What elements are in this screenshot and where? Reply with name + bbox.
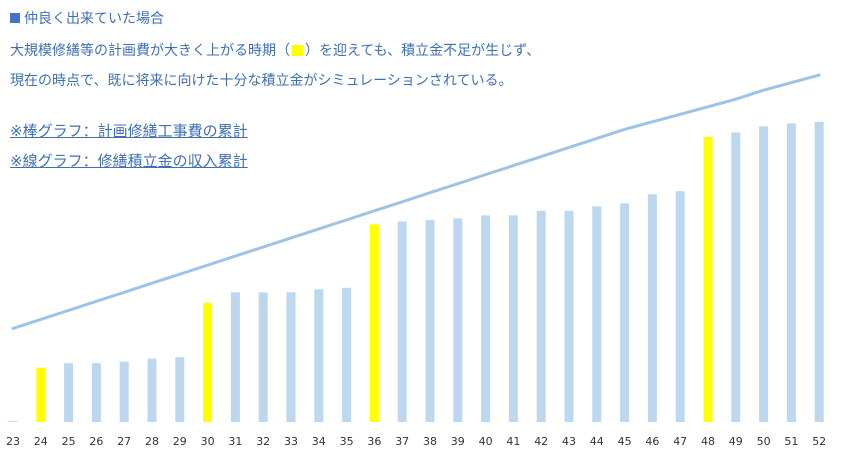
bar-23 xyxy=(8,421,18,422)
note-line-graph: ※線グラフ：修繕積立金の収入累計 xyxy=(10,152,248,170)
bar-40 xyxy=(481,215,491,422)
bar-48 xyxy=(703,136,713,423)
bar-series xyxy=(8,121,824,423)
x-tick-label: 35 xyxy=(340,435,354,448)
x-tick-label: 24 xyxy=(34,435,48,448)
x-tick-label: 37 xyxy=(395,435,409,448)
x-tick-label: 41 xyxy=(506,435,520,448)
x-tick-label: 47 xyxy=(673,435,687,448)
x-tick-label: 49 xyxy=(729,435,743,448)
bar-26 xyxy=(91,363,101,422)
x-tick-label: 33 xyxy=(284,435,298,448)
income-line xyxy=(11,73,821,330)
bar-43 xyxy=(564,210,574,422)
x-tick-label: 26 xyxy=(89,435,103,448)
bar-36 xyxy=(369,224,379,422)
description-text-before: 大規模修繕等の計画費が大きく上がる時期（ xyxy=(10,43,290,59)
x-tick-label: 51 xyxy=(784,435,798,448)
bar-33 xyxy=(286,292,296,422)
x-tick-label: 44 xyxy=(590,435,604,448)
x-tick-label: 45 xyxy=(618,435,632,448)
bar-52 xyxy=(814,121,824,422)
x-tick-label: 34 xyxy=(312,435,326,448)
x-tick-label: 39 xyxy=(451,435,465,448)
bar-44 xyxy=(592,206,602,422)
bar-46 xyxy=(647,194,657,422)
x-tick-label: 43 xyxy=(562,435,576,448)
bar-31 xyxy=(230,292,240,422)
bar-29 xyxy=(175,357,185,422)
bar-37 xyxy=(397,221,407,422)
note-bar-graph: ※棒グラフ：計画修繕工事費の累計 xyxy=(10,122,248,140)
x-tick-label: 32 xyxy=(256,435,270,448)
description-text-after: ）を迎えても、積立金不足が生じず、 xyxy=(305,43,541,59)
bar-47 xyxy=(675,191,685,422)
bar-42 xyxy=(536,210,546,422)
bar-49 xyxy=(731,132,741,422)
bar-35 xyxy=(342,287,352,422)
bar-34 xyxy=(314,289,324,422)
description-line-2: 現在の時点で、既に将来に向けた十分な積立金がシミュレーションされている。 xyxy=(10,73,513,89)
x-tick-label: 27 xyxy=(117,435,131,448)
description-line-1: 大規模修繕等の計画費が大きく上がる時期（ ）を迎えても、積立金不足が生じず、 xyxy=(10,40,540,60)
line-series xyxy=(11,73,821,330)
x-axis-ticks: 23 24 25 26 27 28 29 30 31 32 33 34 35 36 37 38 39 40 41 42… xyxy=(6,435,826,448)
x-tick-label: 28 xyxy=(145,435,159,448)
x-tick-label: 29 xyxy=(173,435,187,448)
x-tick-label: 36 xyxy=(367,435,381,448)
bar-32 xyxy=(258,292,268,422)
x-tick-label: 23 xyxy=(6,435,20,448)
x-tick-label: 50 xyxy=(757,435,771,448)
x-tick-label: 52 xyxy=(812,435,826,448)
x-tick-label: 48 xyxy=(701,435,715,448)
title-text: 仲良く出来ていた場合 xyxy=(24,11,164,27)
bar-28 xyxy=(147,358,157,422)
x-tick-label: 38 xyxy=(423,435,437,448)
x-tick-label: 42 xyxy=(534,435,548,448)
x-tick-label: 40 xyxy=(479,435,493,448)
title-square-icon xyxy=(10,13,20,23)
bar-24 xyxy=(36,367,46,422)
bar-45 xyxy=(620,203,630,422)
bar-38 xyxy=(425,219,435,422)
bar-50 xyxy=(759,126,769,422)
highlight-swatch-icon xyxy=(292,45,303,56)
page-title: 仲良く出来ていた場合 xyxy=(10,8,164,28)
bar-39 xyxy=(453,218,463,422)
bar-25 xyxy=(64,363,74,422)
bar-51 xyxy=(786,123,796,422)
bar-41 xyxy=(508,215,518,422)
bar-30 xyxy=(203,302,213,422)
x-tick-label: 46 xyxy=(645,435,659,448)
x-tick-label: 25 xyxy=(62,435,76,448)
bar-27 xyxy=(119,361,129,422)
x-tick-label: 30 xyxy=(201,435,215,448)
x-tick-label: 31 xyxy=(228,435,242,448)
